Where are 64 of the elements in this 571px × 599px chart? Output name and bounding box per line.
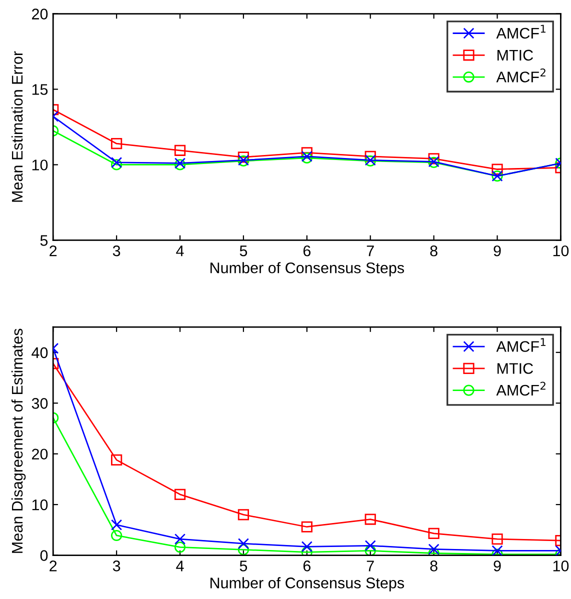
point xyxy=(364,514,376,525)
x-axis-title: Number of Consensus Steps xyxy=(210,577,404,592)
point xyxy=(428,153,440,164)
point xyxy=(111,530,122,542)
point xyxy=(111,454,122,466)
legend-label: AMCF$^{2}$ xyxy=(496,68,546,82)
y-tick-label: 20 xyxy=(32,448,48,460)
point xyxy=(428,544,440,555)
x-tick-label: 3 xyxy=(112,245,120,256)
point xyxy=(301,521,312,532)
x-tick-label: 10 xyxy=(553,560,569,572)
point xyxy=(492,533,503,545)
point xyxy=(111,156,122,168)
x-tick-label: 2 xyxy=(50,245,57,256)
x-tick-label: 7 xyxy=(366,246,374,256)
point xyxy=(174,144,186,156)
point xyxy=(111,159,122,170)
point xyxy=(174,542,186,553)
x-tick-label: 3 xyxy=(112,560,120,572)
y-axis-title: Mean Disagreement of Estimates xyxy=(11,328,26,553)
legend-label: MTIC xyxy=(498,50,534,61)
point xyxy=(301,541,312,552)
point xyxy=(174,488,186,500)
point xyxy=(364,150,376,162)
y-tick-label: 30 xyxy=(32,398,48,409)
point xyxy=(111,519,122,530)
point xyxy=(174,533,186,545)
x-axis-title: Number of Consensus Steps xyxy=(210,262,404,276)
y-tick-label: 15 xyxy=(32,84,48,95)
point xyxy=(301,546,312,556)
point xyxy=(238,152,250,163)
y-tick-label: 0 xyxy=(40,550,48,561)
point xyxy=(364,540,376,552)
legend-label: MTIC xyxy=(498,363,534,374)
x-tick-label: 6 xyxy=(303,245,310,256)
legend-label: AMCF$^{1}$ xyxy=(496,24,546,39)
x-tick-label: 2 xyxy=(50,560,57,572)
y-tick-label: 5 xyxy=(40,235,48,246)
x-tick-label: 4 xyxy=(176,560,184,572)
x-tick-label: 8 xyxy=(430,245,438,256)
x-tick-label: 8 xyxy=(430,560,438,572)
y-tick-label: 40 xyxy=(32,347,48,358)
x-tick-label: 9 xyxy=(494,245,501,256)
x-tick-label: 4 xyxy=(176,246,184,256)
point xyxy=(428,528,440,540)
x-tick-label: 5 xyxy=(240,560,248,572)
x-tick-label: 10 xyxy=(553,245,569,256)
legend-label: AMCF$^{2}$ xyxy=(496,382,546,396)
legend-label: AMCF$^{1}$ xyxy=(496,338,546,352)
point xyxy=(238,544,250,556)
y-tick-label: 20 xyxy=(32,8,48,20)
y-tick-label: 10 xyxy=(32,160,48,170)
y-axis-title: Mean Estimation Error xyxy=(11,51,23,202)
x-tick-label: 9 xyxy=(494,560,501,572)
y-tick-label: 10 xyxy=(32,499,48,510)
point xyxy=(238,509,250,520)
point xyxy=(364,545,376,556)
point xyxy=(238,538,250,550)
point xyxy=(492,164,503,175)
x-tick-label: 6 xyxy=(303,560,310,572)
x-tick-label: 5 xyxy=(240,246,248,256)
x-tick-label: 7 xyxy=(366,560,374,572)
point xyxy=(492,545,503,556)
point xyxy=(111,138,122,150)
